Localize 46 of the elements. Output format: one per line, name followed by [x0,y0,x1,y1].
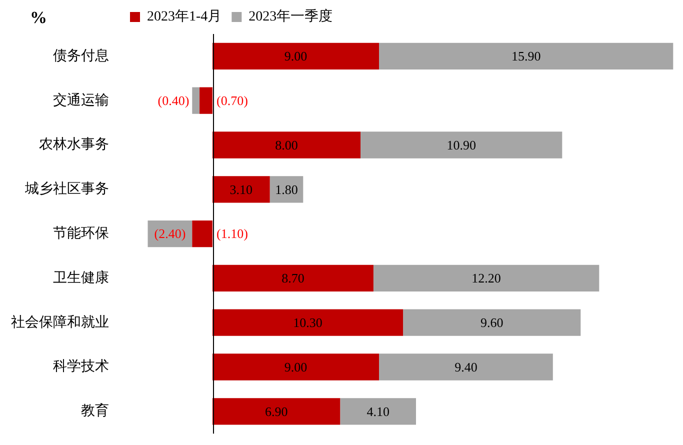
data-label: 6.90 [264,404,288,419]
bar [212,176,270,203]
y-tick-label: 节能环保 [53,225,109,242]
y-tick-label: 债务付息 [53,48,109,64]
bar [192,220,212,248]
data-label: 15.90 [511,48,541,64]
bar [212,132,360,158]
data-label: 9.00 [284,48,308,64]
bar [340,398,416,425]
y-tick-label: 城乡社区事务 [24,181,109,198]
data-label: 9.00 [284,359,308,374]
bar [373,264,600,292]
data-label: 12.20 [472,270,501,286]
data-label: 10.90 [446,137,476,152]
y-tick-label: 农林水事务 [39,136,109,153]
text: % [30,8,47,28]
legend-label: 2023年一季度 [248,8,333,25]
bar [212,354,379,380]
y-tick-label: 科学技术 [53,358,109,375]
bar [212,309,404,336]
bar [379,354,553,380]
bar [360,132,562,158]
bar [200,87,212,114]
bar [192,87,200,114]
bar [212,398,340,425]
data-label: 1.80 [275,182,298,197]
bar [403,309,581,336]
legend-label: 2023年1-4月 [147,8,222,25]
y-tick-label: 交通运输 [53,92,109,108]
bar [379,42,674,70]
data-label: 10.30 [293,315,322,330]
y-tick-label: 社会保障和就业 [11,314,109,330]
data-label: 8.70 [282,270,304,286]
bar [212,264,374,292]
data-label: 4.10 [366,404,390,419]
y-tick-label: 卫生健康 [53,270,109,286]
data-label: 9.60 [480,315,504,330]
data-label: 3.10 [230,182,253,197]
data-label: 8.00 [275,137,298,152]
bar [212,42,379,70]
data-label: (0.70) [216,93,248,108]
data-label: 9.40 [454,359,478,374]
y-tick-label: 教育 [81,402,109,420]
data-label: (2.40) [154,226,186,242]
data-label: (1.10) [216,226,248,242]
data-label: (0.40) [158,93,190,108]
